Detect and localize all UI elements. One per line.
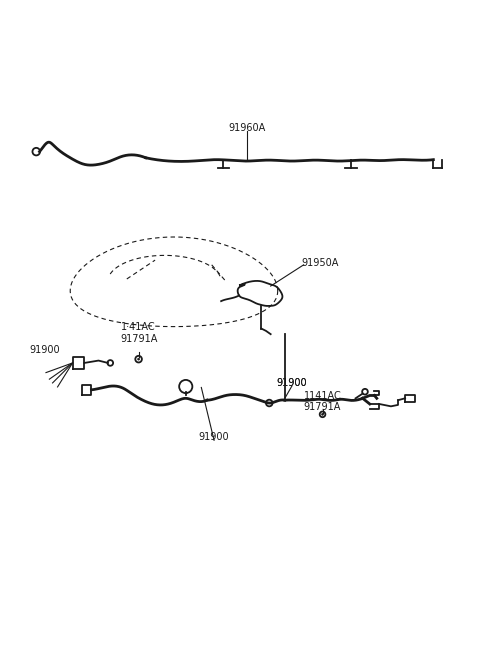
Circle shape xyxy=(138,358,140,360)
Text: 1141AC
91791A: 1141AC 91791A xyxy=(304,391,341,413)
Text: 91960A: 91960A xyxy=(228,123,266,133)
Text: 91900: 91900 xyxy=(29,345,60,355)
Text: 1·41AC
91791A: 1·41AC 91791A xyxy=(120,322,157,344)
Text: 91900: 91900 xyxy=(276,378,307,388)
Text: 91950A: 91950A xyxy=(301,258,339,269)
Text: 91900: 91900 xyxy=(276,378,307,388)
Text: 91900: 91900 xyxy=(199,432,229,442)
Circle shape xyxy=(135,356,142,363)
Circle shape xyxy=(320,411,325,417)
Circle shape xyxy=(322,413,324,415)
